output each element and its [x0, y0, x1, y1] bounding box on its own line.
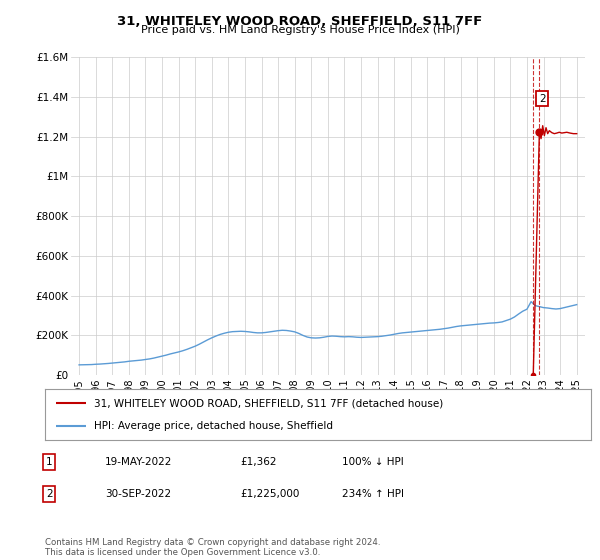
Text: HPI: Average price, detached house, Sheffield: HPI: Average price, detached house, Shef… — [94, 422, 333, 432]
Text: Contains HM Land Registry data © Crown copyright and database right 2024.
This d: Contains HM Land Registry data © Crown c… — [45, 538, 380, 557]
Text: 100% ↓ HPI: 100% ↓ HPI — [342, 457, 404, 467]
Text: £1,225,000: £1,225,000 — [240, 489, 299, 499]
Text: 31, WHITELEY WOOD ROAD, SHEFFIELD, S11 7FF (detached house): 31, WHITELEY WOOD ROAD, SHEFFIELD, S11 7… — [94, 398, 443, 408]
Text: 2: 2 — [539, 94, 545, 104]
Text: 30-SEP-2022: 30-SEP-2022 — [105, 489, 171, 499]
Text: 1: 1 — [46, 457, 53, 467]
Text: £1,362: £1,362 — [240, 457, 277, 467]
Text: Price paid vs. HM Land Registry's House Price Index (HPI): Price paid vs. HM Land Registry's House … — [140, 25, 460, 35]
Text: 2: 2 — [46, 489, 53, 499]
Text: 234% ↑ HPI: 234% ↑ HPI — [342, 489, 404, 499]
Text: 31, WHITELEY WOOD ROAD, SHEFFIELD, S11 7FF: 31, WHITELEY WOOD ROAD, SHEFFIELD, S11 7… — [118, 15, 482, 27]
Text: 19-MAY-2022: 19-MAY-2022 — [105, 457, 172, 467]
